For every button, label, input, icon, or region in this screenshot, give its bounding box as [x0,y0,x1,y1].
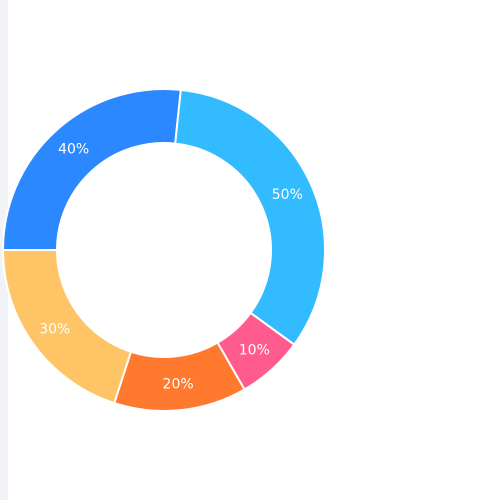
donut-slice-0[interactable] [1,88,182,251]
donut-slice-label-0: 40% [58,142,89,158]
donut-slice-label-3: 20% [163,376,194,392]
donut-slice-label-1: 50% [272,187,303,203]
donut-slice-1[interactable] [174,88,326,347]
donut-slice-label-4: 30% [39,321,70,337]
donut-slice-label-2: 10% [239,342,270,358]
donut-slice-4[interactable] [1,249,133,405]
